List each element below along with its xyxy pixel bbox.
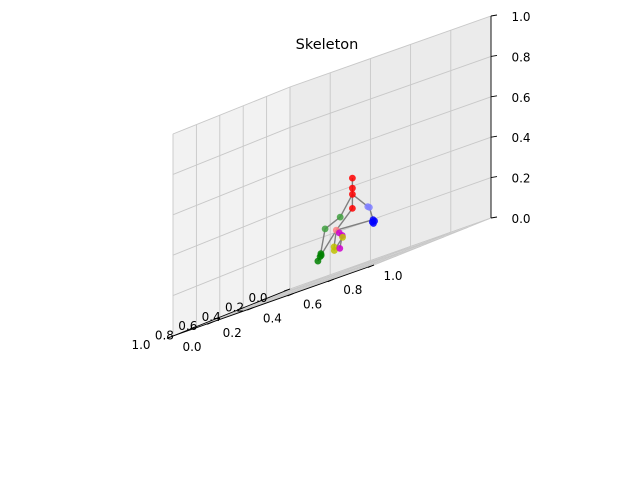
x-tick-label: 0.2	[225, 300, 244, 314]
y-tick-label: 0.4	[263, 312, 282, 326]
z-tick-label: 0.0	[511, 212, 530, 226]
z-tick-mark	[490, 54, 498, 57]
x-tick-label: 0.4	[202, 310, 221, 324]
chart-title: Skeleton	[296, 37, 359, 53]
x-tick-label: 0.0	[248, 291, 267, 305]
grid-line	[172, 207, 291, 256]
z-tick-mark	[490, 14, 498, 17]
y-axis-line	[172, 264, 375, 337]
x-tick-label: 0.8	[155, 329, 174, 343]
joint-point-j6	[366, 204, 373, 211]
y-tick-mark	[327, 278, 334, 283]
joint-point-j4	[349, 205, 356, 212]
joint-point-j23	[336, 245, 344, 252]
x-tick-mark	[190, 326, 197, 330]
grid-line	[289, 96, 492, 169]
x-tick-label: 0.6	[178, 319, 197, 333]
joint-point-j2	[349, 184, 356, 192]
y-tick-label: 0.6	[303, 297, 322, 311]
joint-point-j14	[314, 257, 322, 265]
y-tick-label: 0.0	[182, 340, 201, 354]
bone-j4-j17	[335, 207, 353, 231]
z-tick-mark	[490, 176, 498, 179]
grid-line	[172, 86, 291, 135]
y-tick-label: 0.2	[223, 326, 242, 340]
skeleton-joints	[314, 174, 378, 265]
joint-point-j1	[349, 174, 356, 182]
x-tick-mark	[260, 297, 267, 301]
y-tick-mark	[287, 292, 294, 297]
back-pane	[289, 15, 492, 290]
y-tick-mark	[207, 321, 214, 325]
z-tick-mark	[490, 135, 498, 138]
x-tick-mark	[166, 335, 174, 339]
y-tick-mark	[247, 307, 254, 311]
grid-line	[172, 126, 291, 175]
x-tick-mark	[283, 288, 291, 292]
y-tick-label: 1.0	[383, 269, 402, 283]
grid-line	[289, 15, 492, 88]
x-tick-mark	[213, 316, 220, 320]
bone-j7-j17	[336, 219, 374, 231]
joint-point-j22	[330, 243, 338, 251]
z-tick-label: 0.8	[511, 50, 530, 64]
z-tick-mark	[490, 216, 498, 219]
y-tick-mark	[367, 264, 375, 268]
joint-point-j10	[371, 217, 378, 225]
z-tick-label: 0.2	[511, 172, 530, 186]
x-tick-mark	[237, 307, 244, 311]
joint-point-j3	[349, 190, 356, 198]
joint-point-j12	[321, 225, 329, 233]
joint-point-j20	[339, 233, 346, 241]
x-tick-label: 1.0	[131, 338, 150, 352]
grid-line	[172, 248, 291, 297]
grid-line	[172, 167, 291, 216]
z-tick-label: 0.6	[511, 91, 530, 105]
axes-panes	[172, 15, 492, 337]
bone-j3-j11	[339, 193, 354, 218]
y-tick-label: 0.8	[343, 283, 362, 297]
grid-line	[373, 217, 492, 266]
z-tick-label: 1.0	[511, 10, 530, 24]
grid-line	[289, 136, 492, 209]
tick-labels: 0.00.00.00.20.20.20.4 0.40.40.60.60.60.80…	[131, 10, 530, 354]
z-tick-label: 0.4	[511, 131, 530, 145]
joint-point-j16	[317, 252, 325, 259]
z-tick-mark	[490, 95, 498, 98]
grid-line	[333, 231, 451, 280]
grid-line	[289, 55, 492, 128]
joint-point-j11	[336, 213, 344, 221]
